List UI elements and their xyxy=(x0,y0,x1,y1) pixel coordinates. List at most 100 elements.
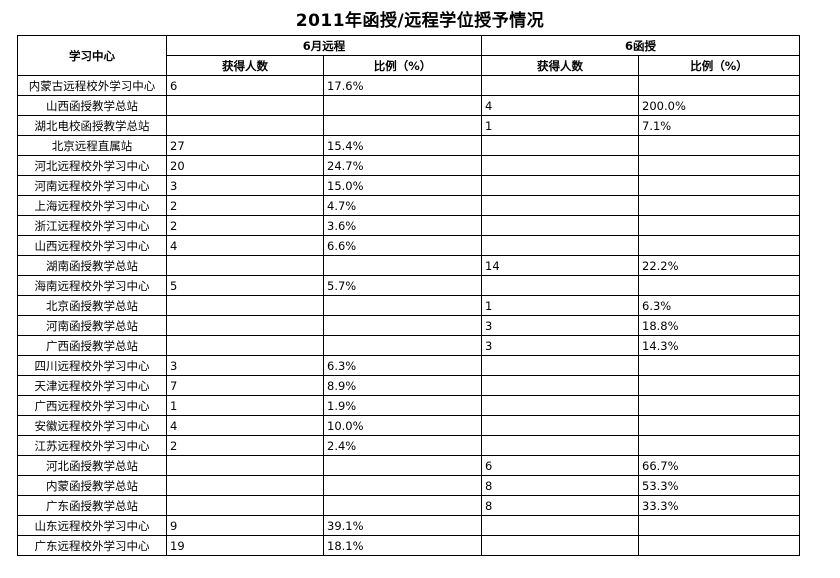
table-row: 天津远程校外学习中心 7 8.9% xyxy=(17,375,801,396)
table-row: 山东远程校外学习中心 9 39.1% xyxy=(17,515,801,536)
center-name-cell: 湖北电校函授教学总站 xyxy=(17,115,167,136)
corr-count-cell: 1 xyxy=(481,295,640,316)
center-name-cell: 河南远程校外学习中心 xyxy=(17,175,167,196)
corr-count-cell xyxy=(481,515,640,536)
corr-ratio-cell xyxy=(638,515,801,536)
remote-count-cell: 7 xyxy=(166,375,324,396)
corr-count-cell xyxy=(481,395,640,416)
header-corr-ratio: 比例（%） xyxy=(638,55,801,76)
center-name-cell: 河北函授教学总站 xyxy=(17,455,167,476)
remote-ratio-cell: 18.1% xyxy=(322,535,483,556)
remote-ratio-cell: 3.6% xyxy=(322,215,483,236)
remote-count-cell: 20 xyxy=(166,155,324,176)
corr-count-cell xyxy=(481,135,640,156)
center-name-cell: 海南远程校外学习中心 xyxy=(17,275,167,296)
corr-count-cell: 3 xyxy=(481,335,640,356)
corr-count-cell xyxy=(481,435,640,456)
table-row: 山西远程校外学习中心 4 6.6% xyxy=(17,235,801,256)
remote-ratio-cell: 1.9% xyxy=(322,395,483,416)
corr-ratio-cell: 14.3% xyxy=(638,335,801,356)
corr-count-cell: 6 xyxy=(481,455,640,476)
remote-ratio-cell: 15.0% xyxy=(322,175,483,196)
table-row: 内蒙古远程校外学习中心 6 17.6% xyxy=(17,75,801,96)
corr-count-cell xyxy=(481,175,640,196)
remote-ratio-cell: 6.3% xyxy=(322,355,483,376)
remote-count-cell xyxy=(166,95,324,116)
table-row: 内蒙函授教学总站 8 53.3% xyxy=(17,475,801,496)
remote-count-cell: 2 xyxy=(166,435,324,456)
table-row: 浙江远程校外学习中心 2 3.6% xyxy=(17,215,801,236)
remote-ratio-cell: 4.7% xyxy=(322,195,483,216)
remote-count-cell: 2 xyxy=(166,215,324,236)
corr-count-cell: 4 xyxy=(481,95,640,116)
header-remote-ratio: 比例（%） xyxy=(322,55,483,76)
remote-ratio-cell: 8.9% xyxy=(322,375,483,396)
remote-count-cell xyxy=(166,295,324,316)
remote-count-cell: 27 xyxy=(166,135,324,156)
corr-ratio-cell: 18.8% xyxy=(638,315,801,336)
corr-ratio-cell xyxy=(638,375,801,396)
header-remote-count: 获得人数 xyxy=(166,55,324,76)
remote-ratio-cell: 6.6% xyxy=(322,235,483,256)
corr-count-cell xyxy=(481,535,640,556)
remote-count-cell: 19 xyxy=(166,535,324,556)
corr-count-cell xyxy=(481,215,640,236)
corr-count-cell xyxy=(481,195,640,216)
remote-count-cell: 6 xyxy=(166,75,324,96)
corr-ratio-cell: 6.3% xyxy=(638,295,801,316)
center-name-cell: 广东函授教学总站 xyxy=(17,495,167,516)
remote-count-cell xyxy=(166,495,324,516)
corr-count-cell xyxy=(481,355,640,376)
table-row: 江苏远程校外学习中心 2 2.4% xyxy=(17,435,801,456)
table-row: 广东函授教学总站 8 33.3% xyxy=(17,495,801,516)
center-name-cell: 上海远程校外学习中心 xyxy=(17,195,167,216)
corr-count-cell xyxy=(481,415,640,436)
remote-count-cell xyxy=(166,255,324,276)
document-title: 2011年函授/远程学位授予情况 xyxy=(295,11,545,31)
remote-count-cell: 5 xyxy=(166,275,324,296)
remote-ratio-cell xyxy=(322,315,483,336)
corr-ratio-cell: 22.2% xyxy=(638,255,801,276)
corr-ratio-cell xyxy=(638,155,801,176)
table-body: 内蒙古远程校外学习中心 6 17.6% 山西函授教学总站 4 200.0% 湖北电校函授教学… xyxy=(17,75,801,556)
remote-ratio-cell: 39.1% xyxy=(322,515,483,536)
remote-ratio-cell xyxy=(322,255,483,276)
center-name-cell: 内蒙函授教学总站 xyxy=(17,475,167,496)
table-row: 四川远程校外学习中心 3 6.3% xyxy=(17,355,801,376)
remote-ratio-cell: 15.4% xyxy=(322,135,483,156)
center-name-cell: 山西远程校外学习中心 xyxy=(17,235,167,256)
corr-ratio-cell: 53.3% xyxy=(638,475,801,496)
center-name-cell: 广西远程校外学习中心 xyxy=(17,395,167,416)
center-name-cell: 江苏远程校外学习中心 xyxy=(17,435,167,456)
table-row: 海南远程校外学习中心 5 5.7% xyxy=(17,275,801,296)
table-row: 湖北电校函授教学总站 1 7.1% xyxy=(17,115,801,136)
corr-ratio-cell xyxy=(638,275,801,296)
remote-count-cell: 9 xyxy=(166,515,324,536)
table-row: 广西远程校外学习中心 1 1.9% xyxy=(17,395,801,416)
center-name-cell: 河北远程校外学习中心 xyxy=(17,155,167,176)
remote-ratio-cell: 2.4% xyxy=(322,435,483,456)
corr-count-cell: 8 xyxy=(481,495,640,516)
remote-ratio-cell: 24.7% xyxy=(322,155,483,176)
center-name-cell: 河南函授教学总站 xyxy=(17,315,167,336)
remote-count-cell: 2 xyxy=(166,195,324,216)
center-name-cell: 天津远程校外学习中心 xyxy=(17,375,167,396)
corr-ratio-cell xyxy=(638,355,801,376)
corr-count-cell xyxy=(481,375,640,396)
table-row: 北京远程直属站 27 15.4% xyxy=(17,135,801,156)
header-learning-center: 学习中心 xyxy=(17,35,167,76)
corr-ratio-cell xyxy=(638,215,801,236)
remote-ratio-cell: 5.7% xyxy=(322,275,483,296)
remote-count-cell: 4 xyxy=(166,415,324,436)
remote-count-cell xyxy=(166,455,324,476)
remote-ratio-cell xyxy=(322,95,483,116)
center-name-cell: 山西函授教学总站 xyxy=(17,95,167,116)
table-row: 上海远程校外学习中心 2 4.7% xyxy=(17,195,801,216)
table-row: 安徽远程校外学习中心 4 10.0% xyxy=(17,415,801,436)
corr-ratio-cell xyxy=(638,535,801,556)
remote-count-cell xyxy=(166,115,324,136)
center-name-cell: 北京函授教学总站 xyxy=(17,295,167,316)
remote-count-cell: 1 xyxy=(166,395,324,416)
center-name-cell: 浙江远程校外学习中心 xyxy=(17,215,167,236)
remote-ratio-cell xyxy=(322,455,483,476)
